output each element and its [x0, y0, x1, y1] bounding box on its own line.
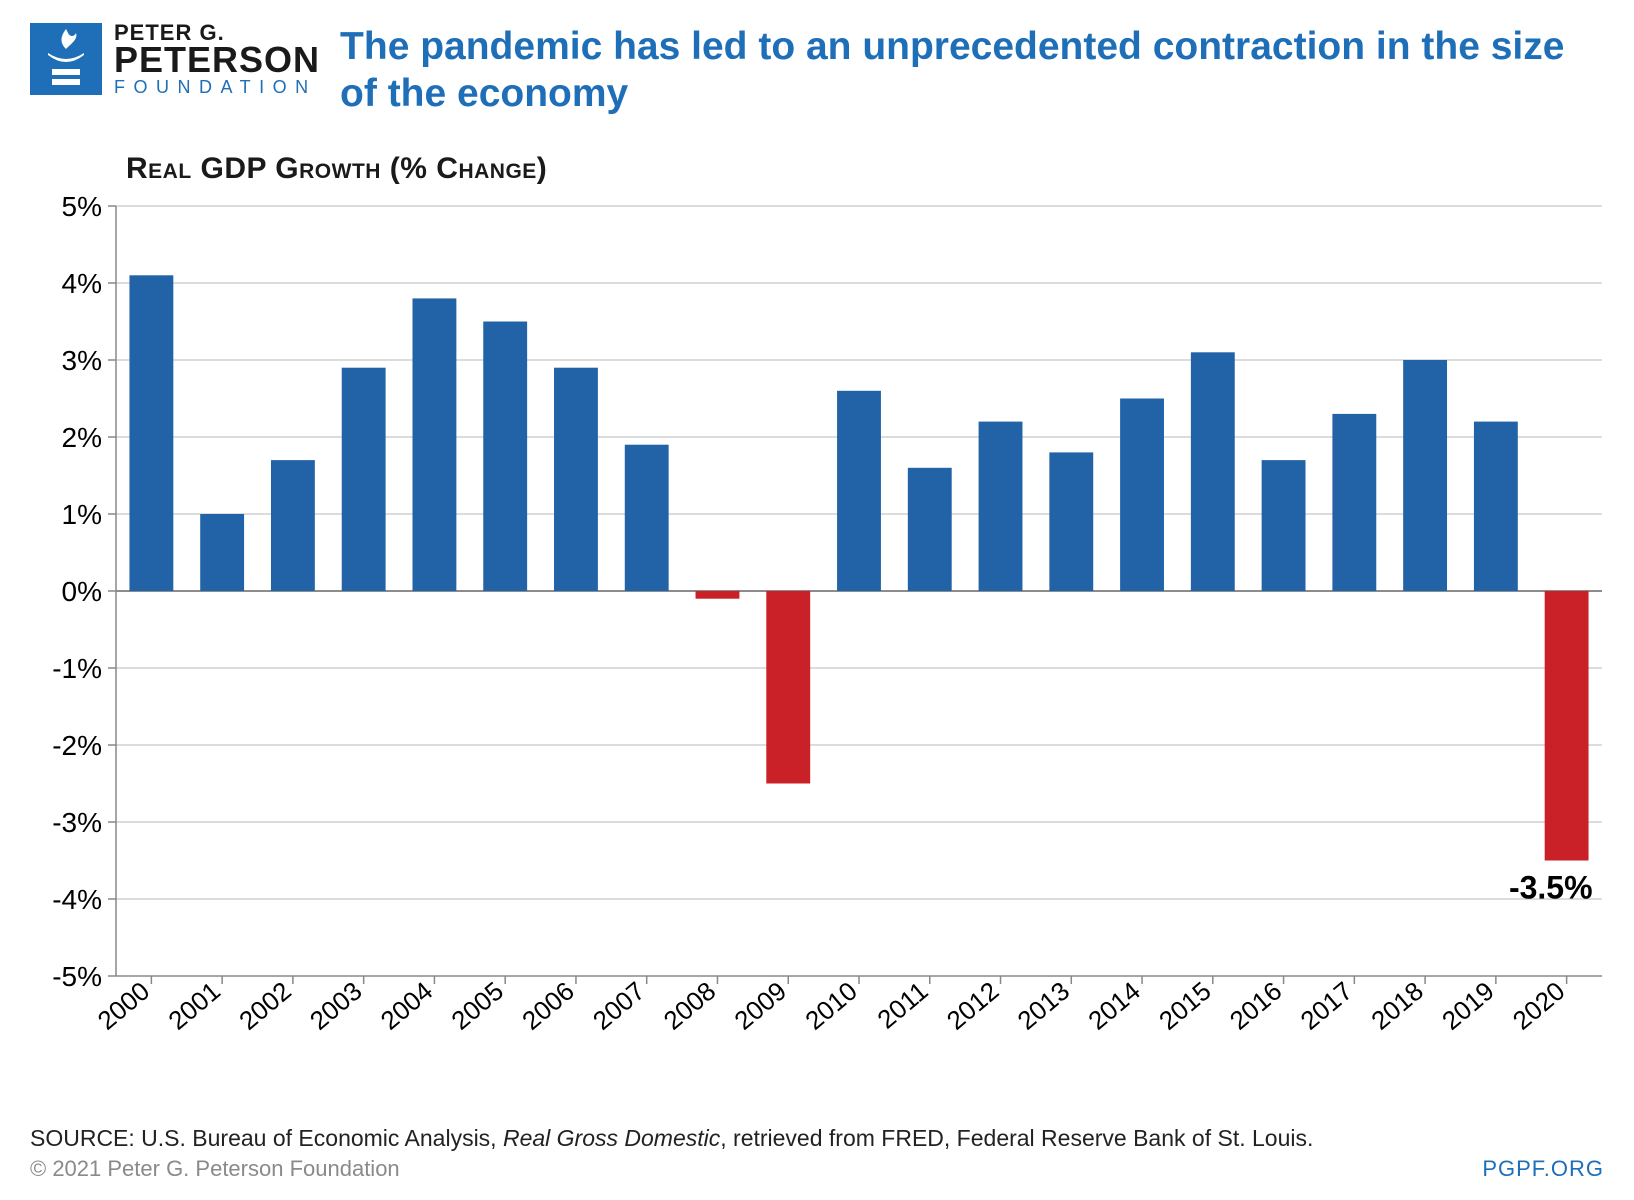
- bar: [1332, 413, 1376, 590]
- x-tick-label: 2018: [1365, 975, 1429, 1035]
- x-tick-label: 2019: [1436, 975, 1500, 1035]
- source-line: SOURCE: U.S. Bureau of Economic Analysis…: [30, 1125, 1604, 1152]
- bar: [625, 444, 669, 590]
- bar-callout: -3.5%: [1509, 869, 1593, 905]
- y-tick-label: 1%: [62, 498, 102, 529]
- logo: PETER G. PETERSON FOUNDATION: [30, 22, 320, 96]
- bar: [1120, 398, 1164, 591]
- copyright: © 2021 Peter G. Peterson Foundation: [30, 1156, 400, 1182]
- x-tick-label: 2015: [1153, 975, 1217, 1035]
- x-tick-label: 2020: [1507, 975, 1571, 1035]
- gdp-bar-chart: -5%-4%-3%-2%-1%0%1%2%3%4%5%2000200120022…: [40, 196, 1620, 1076]
- x-tick-label: 2010: [799, 975, 863, 1035]
- chart-container: -5%-4%-3%-2%-1%0%1%2%3%4%5%2000200120022…: [40, 196, 1594, 1076]
- bar: [1545, 591, 1589, 861]
- y-tick-label: 4%: [62, 267, 102, 298]
- footer: SOURCE: U.S. Bureau of Economic Analysis…: [30, 1125, 1604, 1182]
- bar: [1474, 421, 1518, 590]
- bar: [129, 275, 173, 591]
- bar: [908, 467, 952, 590]
- x-tick-label: 2009: [729, 975, 793, 1035]
- y-tick-label: 0%: [62, 575, 102, 606]
- logo-text: PETER G. PETERSON FOUNDATION: [114, 22, 320, 96]
- bar: [554, 367, 598, 590]
- logo-line-3: FOUNDATION: [114, 78, 320, 96]
- bar: [1403, 360, 1447, 591]
- x-tick-label: 2017: [1295, 975, 1359, 1035]
- y-tick-label: -4%: [52, 883, 102, 914]
- torch-logo-icon: [30, 23, 102, 95]
- x-tick-label: 2004: [375, 975, 439, 1035]
- bar: [1049, 452, 1093, 591]
- bar: [696, 591, 740, 599]
- x-tick-label: 2006: [516, 975, 580, 1035]
- x-tick-label: 2013: [1012, 975, 1076, 1035]
- source-italic: Real Gross Domestic: [503, 1125, 720, 1151]
- x-tick-label: 2002: [233, 975, 297, 1035]
- x-tick-label: 2012: [941, 975, 1005, 1035]
- page: PETER G. PETERSON FOUNDATION The pandemi…: [0, 0, 1634, 1200]
- x-tick-label: 2007: [587, 975, 651, 1035]
- bar: [837, 390, 881, 590]
- x-tick-label: 2014: [1082, 975, 1146, 1035]
- y-tick-label: 3%: [62, 344, 102, 375]
- x-tick-label: 2005: [445, 975, 509, 1035]
- bar: [1191, 352, 1235, 591]
- x-tick-label: 2011: [871, 975, 933, 1034]
- bar: [271, 460, 315, 591]
- page-title: The pandemic has led to an unprecedented…: [340, 22, 1604, 118]
- y-tick-label: 2%: [62, 421, 102, 452]
- source-suffix: , retrieved from FRED, Federal Reserve B…: [720, 1125, 1313, 1151]
- bar: [200, 514, 244, 591]
- x-tick-label: 2016: [1224, 975, 1288, 1035]
- bar: [766, 591, 810, 784]
- site-link: PGPF.ORG: [1482, 1156, 1604, 1182]
- y-tick-label: -1%: [52, 652, 102, 683]
- logo-line-2: PETERSON: [114, 42, 320, 78]
- y-tick-label: -2%: [52, 729, 102, 760]
- y-tick-label: -3%: [52, 806, 102, 837]
- bar: [483, 321, 527, 591]
- bar: [979, 421, 1023, 590]
- y-tick-label: -5%: [52, 960, 102, 991]
- y-tick-label: 5%: [62, 196, 102, 222]
- chart-subtitle: Real GDP Growth (% Change): [126, 152, 1604, 186]
- source-prefix: SOURCE: U.S. Bureau of Economic Analysis…: [30, 1125, 503, 1151]
- x-tick-label: 2001: [162, 975, 226, 1035]
- bar: [342, 367, 386, 590]
- bar: [1262, 460, 1306, 591]
- copyright-row: © 2021 Peter G. Peterson Foundation PGPF…: [30, 1156, 1604, 1182]
- x-tick-label: 2008: [658, 975, 722, 1035]
- x-tick-label: 2003: [304, 975, 368, 1035]
- header: PETER G. PETERSON FOUNDATION The pandemi…: [30, 22, 1604, 118]
- bar: [412, 298, 456, 591]
